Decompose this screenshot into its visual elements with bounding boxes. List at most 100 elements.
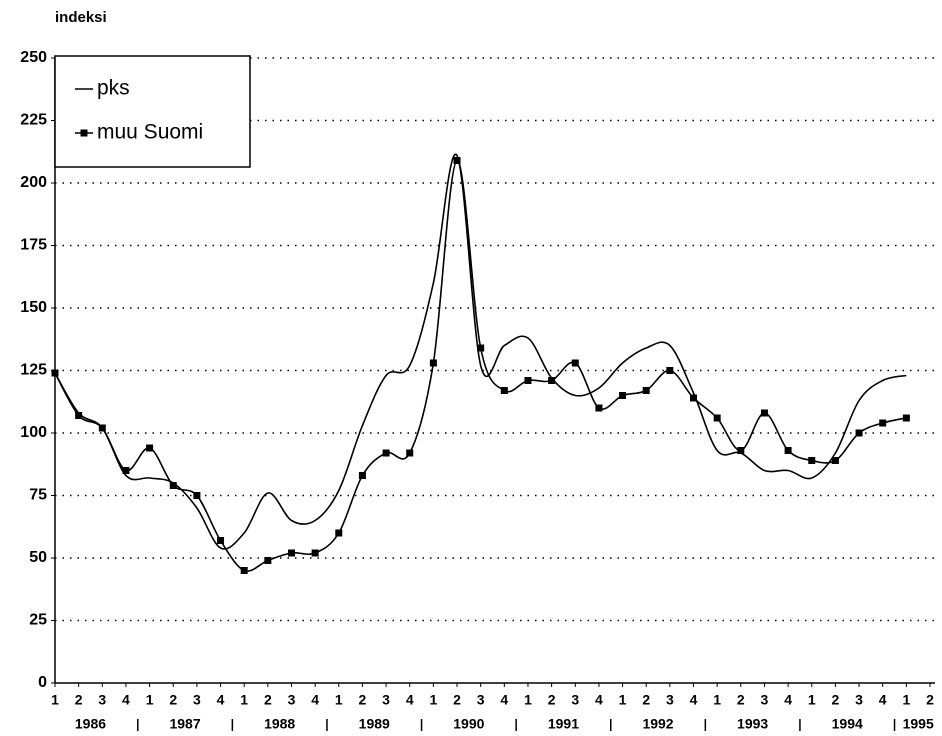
legend-label: muu Suomi [97, 121, 203, 144]
marker [193, 492, 201, 499]
marker [831, 457, 839, 464]
x-tick-label: 2 [737, 692, 745, 708]
x-tick-label: 2 [926, 692, 934, 708]
x-tick-label: 3 [382, 692, 390, 708]
year-label: 1991 [548, 716, 579, 732]
y-axis-label: indeksi [55, 9, 107, 26]
marker [311, 549, 319, 557]
year-label: 1986 [75, 716, 106, 732]
legend-marker [80, 129, 88, 137]
year-label: 1994 [832, 716, 863, 732]
marker [264, 557, 272, 564]
x-tick-label: 1 [713, 692, 721, 708]
marker [713, 414, 721, 422]
x-tick-label: 2 [264, 692, 272, 708]
marker [548, 377, 556, 384]
y-tick-label: 175 [20, 237, 47, 254]
series-line [54, 159, 907, 572]
year-label: 1992 [642, 716, 673, 732]
x-tick-label: 3 [193, 692, 201, 708]
marker [382, 449, 390, 457]
x-tick-label: 2 [169, 692, 177, 708]
y-tick-label: 225 [20, 112, 47, 129]
x-tick-label: 3 [98, 692, 106, 708]
marker [240, 567, 248, 574]
x-tick-label: 3 [666, 692, 674, 708]
x-tick-label: 4 [784, 692, 792, 708]
marker [358, 472, 366, 479]
marker [98, 424, 106, 432]
year-label: 1987 [169, 716, 200, 732]
marker [690, 394, 698, 402]
y-tick-label: 25 [29, 612, 47, 629]
marker [784, 447, 792, 454]
marker [477, 344, 485, 352]
marker [879, 419, 887, 427]
x-tick-label: 1 [619, 692, 627, 708]
marker [855, 429, 863, 437]
x-tick-label: 4 [500, 692, 508, 708]
marker [524, 377, 532, 384]
year-label: 1993 [737, 716, 768, 732]
x-tick-label: 4 [690, 692, 698, 708]
x-tick-label: 4 [311, 692, 319, 708]
x-tick-label: 1 [808, 692, 816, 708]
y-tick-label: 0 [38, 674, 47, 691]
marker [51, 369, 59, 377]
marker [595, 404, 603, 412]
x-tick-label: 4 [595, 692, 603, 708]
x-tick-label: 2 [453, 692, 461, 708]
marker [760, 409, 768, 417]
marker [642, 387, 650, 394]
x-tick-label: 3 [571, 692, 579, 708]
legend-label: pks [97, 77, 130, 100]
marker [406, 449, 414, 457]
x-tick-label: 2 [359, 692, 367, 708]
y-tick-label: 75 [29, 487, 47, 504]
legend-box [54, 55, 251, 168]
year-label: 1989 [359, 716, 390, 732]
marker [500, 387, 508, 394]
marker [75, 412, 83, 419]
marker [571, 359, 579, 367]
marker [902, 414, 910, 422]
x-tick-label: 1 [146, 692, 154, 708]
x-tick-label: 4 [879, 692, 887, 708]
x-tick-label: 4 [406, 692, 414, 708]
marker [146, 444, 154, 452]
x-tick-label: 4 [217, 692, 225, 708]
marker [453, 157, 461, 164]
year-label: 1995 [903, 716, 934, 732]
marker [217, 537, 225, 544]
series-line [54, 153, 907, 550]
x-tick-label: 3 [761, 692, 769, 708]
marker [666, 367, 674, 374]
marker [429, 359, 437, 367]
x-tick-label: 2 [832, 692, 840, 708]
x-tick-label: 2 [642, 692, 650, 708]
marker [737, 447, 745, 454]
x-tick-label: 1 [429, 692, 437, 708]
y-tick-label: 125 [20, 362, 47, 379]
x-tick-label: 3 [477, 692, 485, 708]
marker [169, 482, 177, 489]
x-tick-label: 1 [335, 692, 343, 708]
marker [287, 549, 295, 557]
x-tick-label: 3 [855, 692, 863, 708]
x-tick-label: 2 [548, 692, 556, 708]
x-tick-label: 1 [524, 692, 532, 708]
marker [808, 457, 816, 464]
y-tick-label: 100 [20, 424, 47, 441]
x-tick-label: 4 [122, 692, 130, 708]
marker [122, 467, 130, 474]
marker [619, 392, 627, 399]
y-tick-label: 50 [29, 549, 47, 566]
x-tick-label: 1 [240, 692, 248, 708]
y-tick-label: 150 [20, 299, 47, 316]
y-tick-label: 250 [20, 49, 47, 66]
y-tick-label: 200 [20, 174, 47, 191]
x-tick-label: 1 [902, 692, 910, 708]
year-label: 1988 [264, 716, 295, 732]
x-tick-label: 1 [51, 692, 59, 708]
